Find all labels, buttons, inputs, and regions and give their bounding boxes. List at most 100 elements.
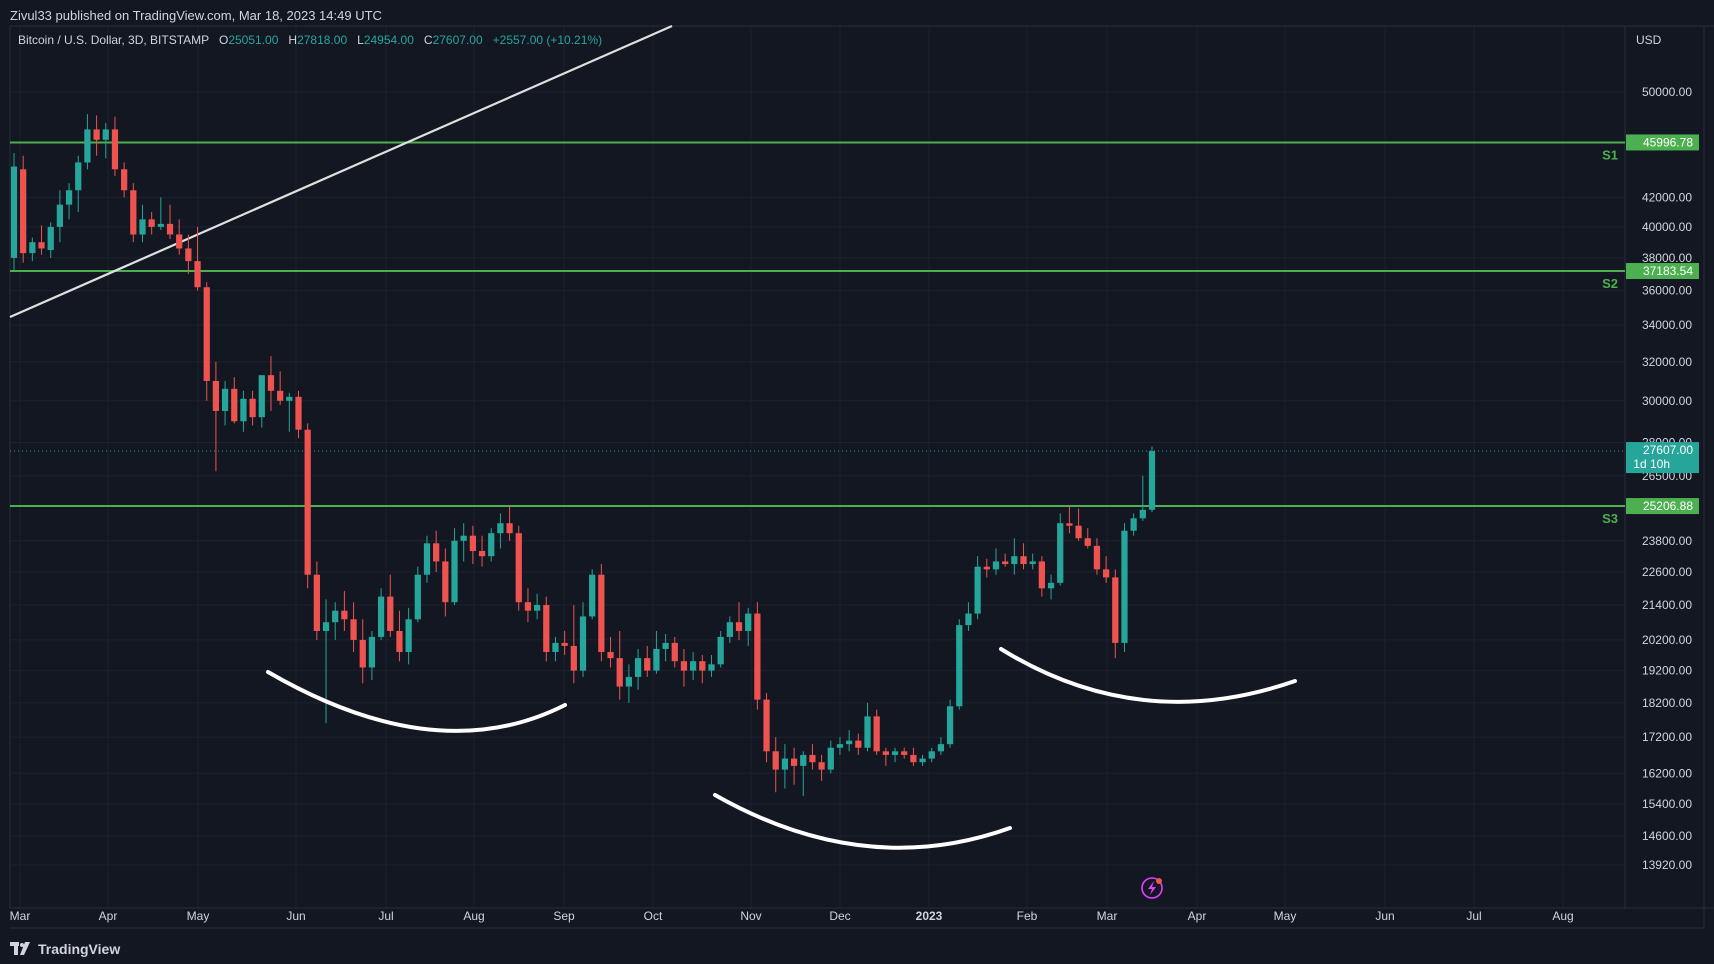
candle-body (405, 619, 412, 652)
candle-body (790, 758, 798, 766)
trendline-drawings[interactable] (9, 24, 673, 319)
candle-body (699, 661, 706, 671)
price-tick-label: 38000.00 (1642, 251, 1692, 265)
level-price-badge-text: 25206.88 (1643, 499, 1693, 513)
trendline[interactable] (9, 24, 673, 319)
tradingview-footer: TradingView (0, 934, 1714, 964)
candle-body (598, 574, 605, 652)
candle-body (295, 396, 302, 430)
level-price-badge (1626, 263, 1699, 280)
candle-body (1148, 451, 1156, 510)
candle-body (56, 204, 64, 227)
lightning-icon[interactable] (1141, 877, 1163, 899)
candle-body (414, 574, 421, 620)
candle-body (267, 375, 275, 391)
candle-body (708, 664, 715, 671)
candle-body (818, 762, 825, 770)
candle-body (1121, 530, 1128, 643)
head-curve[interactable] (713, 793, 1012, 850)
price-tick-label: 32000.00 (1642, 355, 1692, 369)
candle-body (258, 375, 265, 418)
time-tick-label: Apr (1188, 909, 1207, 923)
price-tick-label: 21400.00 (1642, 598, 1692, 612)
candle-body (928, 751, 935, 759)
candle-body (387, 596, 394, 631)
price-axis[interactable] (9, 25, 1714, 929)
last-price-badge (1626, 442, 1699, 474)
high-label: H (288, 33, 298, 47)
plot-area[interactable] (10, 26, 1624, 909)
time-tick-label: 2023 (916, 909, 943, 923)
candle-body (478, 551, 486, 557)
right-shoulder-curve[interactable] (999, 647, 1297, 704)
price-tick-label: 13920.00 (1642, 858, 1692, 872)
level-price-badge-text: 37183.54 (1643, 264, 1693, 278)
left-shoulder-curve[interactable] (266, 670, 567, 733)
candle-body (625, 676, 633, 687)
candle-body (992, 561, 1000, 570)
candle-body (1066, 523, 1073, 526)
grid-lines (10, 26, 1625, 908)
price-tick-label: 50000.00 (1642, 85, 1692, 99)
candle-body (781, 758, 789, 770)
time-tick-label: Jul (378, 909, 393, 923)
symbol-name: Bitcoin / U.S. Dollar, 3D, BITSTAMP (18, 33, 209, 47)
close-label: C (423, 33, 433, 47)
candle-body (111, 129, 119, 170)
time-tick-label: Feb (1017, 909, 1038, 923)
time-tick-label: Apr (99, 909, 118, 923)
candle-body (800, 754, 807, 766)
candle-body (304, 429, 311, 575)
candle-body (616, 658, 623, 687)
candle-body (901, 751, 908, 755)
time-axis[interactable]: Mar Apr May Jun Jul Aug Sep Oct Nov Dec 2023 Feb Mar… (10, 909, 1574, 923)
candle-body (29, 242, 36, 254)
candle-body (974, 566, 981, 614)
time-tick-label: Aug (463, 909, 484, 923)
candlestick-series (10, 114, 1156, 797)
price-tick-label: 40000.00 (1642, 220, 1692, 234)
candle-body (65, 190, 73, 205)
level-price-badge (1626, 134, 1699, 151)
candle-body (827, 747, 834, 770)
candle-body (937, 744, 945, 752)
candle-body (533, 605, 541, 611)
candle-body (836, 744, 844, 748)
candle-body (121, 169, 128, 191)
candle-body (983, 566, 990, 570)
candle-body (277, 390, 284, 401)
candle-body (38, 242, 45, 249)
candle-body (139, 219, 146, 235)
level-price-badge (1626, 498, 1699, 515)
open-label: O (218, 33, 229, 47)
candle-body (148, 219, 155, 227)
close-value: 27607.00 (432, 33, 483, 47)
price-tick-label: 15400.00 (1642, 797, 1692, 811)
support-level-name: S2 (1602, 276, 1618, 291)
last-price-value: 27607.00 (1643, 443, 1693, 457)
candle-body (910, 754, 917, 763)
candle-body (1130, 518, 1137, 531)
candle-body (570, 645, 577, 671)
symbol-legend[interactable]: Bitcoin / U.S. Dollar, 3D, BITSTAMP O250… (18, 33, 602, 47)
last-price-countdown: 1d 10h (1633, 457, 1670, 471)
pattern-curves[interactable] (266, 647, 1297, 850)
candle-body (341, 610, 348, 620)
price-tick-label: 23800.00 (1642, 534, 1692, 548)
candle-body (653, 648, 660, 671)
candle-body (221, 388, 229, 411)
price-tick-label: 16200.00 (1642, 766, 1692, 780)
time-tick-label: Mar (10, 909, 31, 923)
candle-body (846, 740, 853, 745)
candle-body (634, 658, 642, 677)
candle-body (249, 398, 256, 418)
candle-body (433, 543, 440, 562)
candle-body (671, 642, 678, 662)
candle-body (332, 610, 339, 623)
time-tick-label: Nov (740, 909, 761, 923)
candle-body (772, 751, 779, 770)
time-tick-label: May (187, 909, 210, 923)
candle-body (93, 129, 100, 140)
